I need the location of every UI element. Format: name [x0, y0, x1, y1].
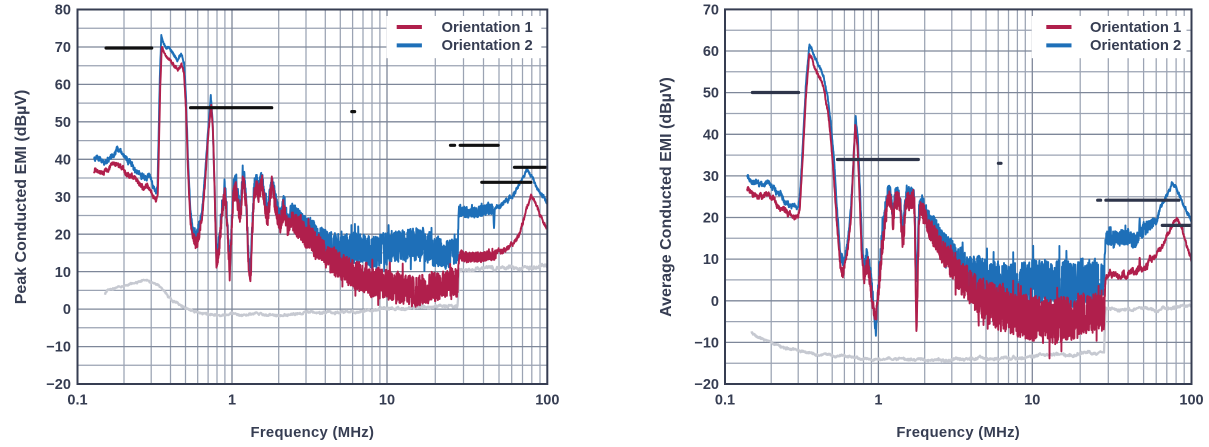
- svg-text:0.1: 0.1: [67, 393, 87, 409]
- svg-text:30: 30: [703, 169, 719, 185]
- svg-text:10: 10: [379, 393, 395, 409]
- svg-text:Frequency (MHz): Frequency (MHz): [251, 425, 375, 441]
- svg-text:20: 20: [55, 227, 71, 243]
- svg-text:Peak Conducted EMI (dBµV): Peak Conducted EMI (dBµV): [13, 90, 30, 305]
- svg-text:10: 10: [55, 265, 71, 281]
- svg-text:0: 0: [63, 302, 71, 318]
- svg-text:70: 70: [703, 3, 719, 19]
- svg-text:−20: −20: [46, 377, 71, 393]
- svg-text:30: 30: [55, 190, 71, 206]
- svg-text:20: 20: [703, 211, 719, 227]
- svg-text:40: 40: [703, 127, 719, 143]
- svg-text:0.1: 0.1: [715, 393, 735, 409]
- svg-text:50: 50: [55, 115, 71, 131]
- svg-text:Orientation 2: Orientation 2: [1090, 38, 1181, 54]
- svg-text:60: 60: [703, 44, 719, 60]
- svg-text:60: 60: [55, 78, 71, 94]
- svg-text:100: 100: [535, 393, 559, 409]
- svg-text:1: 1: [228, 393, 236, 409]
- svg-text:10: 10: [703, 252, 719, 268]
- svg-text:−10: −10: [46, 340, 71, 356]
- svg-text:80: 80: [55, 3, 71, 19]
- svg-text:−20: −20: [694, 377, 719, 393]
- svg-text:Orientation 2: Orientation 2: [442, 38, 533, 54]
- svg-text:1: 1: [874, 393, 882, 409]
- svg-text:Orientation 1: Orientation 1: [1090, 20, 1181, 36]
- svg-text:−10: −10: [694, 336, 719, 352]
- svg-text:40: 40: [55, 152, 71, 168]
- svg-text:Orientation 1: Orientation 1: [442, 20, 533, 36]
- svg-text:Average Conducted EMI (dBµV): Average Conducted EMI (dBµV): [658, 77, 675, 317]
- svg-text:50: 50: [703, 86, 719, 102]
- svg-text:0: 0: [711, 294, 719, 310]
- svg-text:70: 70: [55, 40, 71, 56]
- svg-text:10: 10: [1024, 393, 1040, 409]
- svg-text:100: 100: [1179, 393, 1203, 409]
- svg-text:Frequency (MHz): Frequency (MHz): [896, 425, 1020, 441]
